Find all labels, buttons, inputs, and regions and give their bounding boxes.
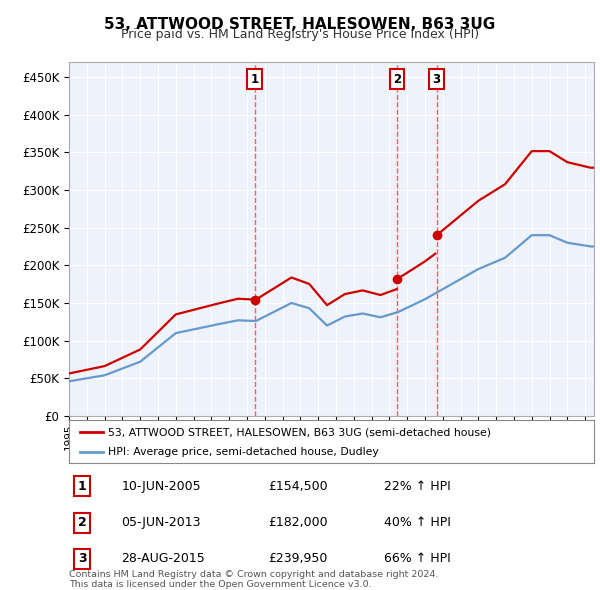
Text: 1: 1 xyxy=(78,480,86,493)
Text: 2: 2 xyxy=(78,516,86,529)
Text: 1: 1 xyxy=(251,73,259,86)
Text: 53, ATTWOOD STREET, HALESOWEN, B63 3UG (semi-detached house): 53, ATTWOOD STREET, HALESOWEN, B63 3UG (… xyxy=(109,427,491,437)
Text: 2: 2 xyxy=(393,73,401,86)
Text: Contains HM Land Registry data © Crown copyright and database right 2024.
This d: Contains HM Land Registry data © Crown c… xyxy=(69,570,439,589)
Text: 3: 3 xyxy=(433,73,441,86)
Text: 66% ↑ HPI: 66% ↑ HPI xyxy=(384,552,451,565)
Text: £239,950: £239,950 xyxy=(269,552,328,565)
Text: £154,500: £154,500 xyxy=(269,480,328,493)
Text: 28-AUG-2015: 28-AUG-2015 xyxy=(121,552,205,565)
Text: 53, ATTWOOD STREET, HALESOWEN, B63 3UG: 53, ATTWOOD STREET, HALESOWEN, B63 3UG xyxy=(104,17,496,31)
Text: Price paid vs. HM Land Registry's House Price Index (HPI): Price paid vs. HM Land Registry's House … xyxy=(121,28,479,41)
Text: 05-JUN-2013: 05-JUN-2013 xyxy=(121,516,201,529)
Text: 22% ↑ HPI: 22% ↑ HPI xyxy=(384,480,451,493)
Text: HPI: Average price, semi-detached house, Dudley: HPI: Average price, semi-detached house,… xyxy=(109,447,379,457)
Text: £182,000: £182,000 xyxy=(269,516,328,529)
Text: 40% ↑ HPI: 40% ↑ HPI xyxy=(384,516,451,529)
Text: 10-JUN-2005: 10-JUN-2005 xyxy=(121,480,201,493)
Text: 3: 3 xyxy=(78,552,86,565)
